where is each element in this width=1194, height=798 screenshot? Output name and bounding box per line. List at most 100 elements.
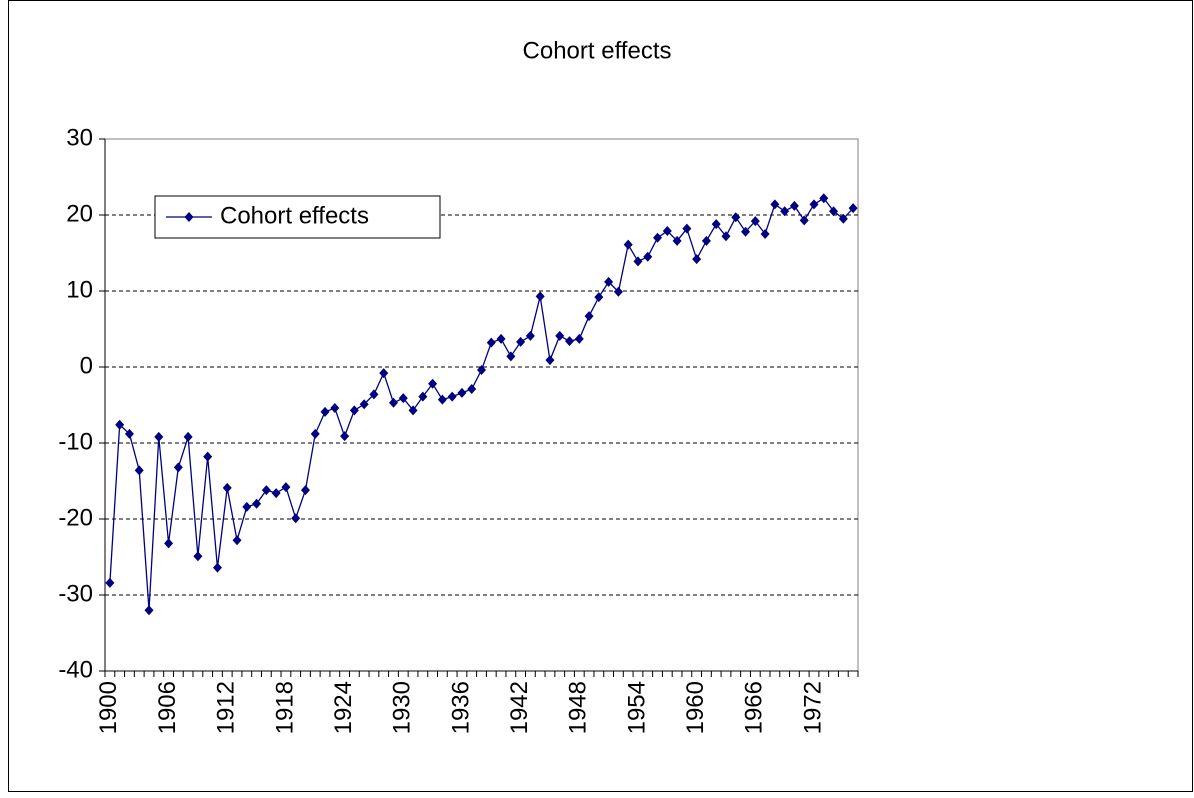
data-point xyxy=(848,203,858,214)
data-point xyxy=(340,431,350,442)
y-tick-label: 0 xyxy=(80,352,93,379)
data-point xyxy=(203,451,213,462)
x-tick-label: 1906 xyxy=(154,681,181,734)
x-tick-label: 1966 xyxy=(741,681,768,734)
data-point xyxy=(643,251,653,262)
data-point xyxy=(173,462,183,473)
data-point xyxy=(349,405,359,416)
data-point xyxy=(829,206,839,217)
y-tick-label: 10 xyxy=(66,276,93,303)
data-point xyxy=(222,482,232,493)
data-point xyxy=(594,292,604,303)
data-point xyxy=(428,378,438,389)
x-tick-label: 1948 xyxy=(565,681,592,734)
data-point xyxy=(232,535,242,546)
y-tick-label: -10 xyxy=(58,428,93,455)
data-point xyxy=(271,488,281,499)
x-tick-label: 1960 xyxy=(682,681,709,734)
data-point xyxy=(291,513,301,524)
data-point xyxy=(770,199,780,210)
data-point xyxy=(760,229,770,239)
data-point xyxy=(183,431,193,442)
data-point xyxy=(193,551,203,562)
data-point xyxy=(242,501,252,512)
data-point xyxy=(555,330,565,341)
data-point xyxy=(300,485,310,496)
data-point xyxy=(692,254,702,265)
data-point xyxy=(731,212,741,223)
legend-label: Cohort effects xyxy=(220,202,369,229)
y-tick-label: -20 xyxy=(58,504,93,531)
data-point xyxy=(604,276,614,287)
data-point xyxy=(486,337,496,348)
y-tick-label: -40 xyxy=(58,656,93,683)
data-point xyxy=(154,431,164,442)
legend: Cohort effects xyxy=(154,195,441,239)
data-point xyxy=(418,391,428,402)
data-point xyxy=(799,215,809,226)
data-point xyxy=(741,226,751,237)
x-tick-label: 1924 xyxy=(330,681,357,734)
data-point xyxy=(701,235,711,246)
data-point xyxy=(398,393,408,404)
data-point xyxy=(457,387,467,398)
data-point xyxy=(388,397,398,408)
data-point xyxy=(359,399,369,410)
data-point xyxy=(545,355,555,366)
x-tick-label: 1972 xyxy=(799,681,826,734)
data-point xyxy=(115,419,125,430)
data-point xyxy=(124,428,134,439)
data-point xyxy=(711,219,721,230)
data-point xyxy=(379,368,389,379)
data-point xyxy=(574,333,584,344)
data-point xyxy=(613,286,623,297)
data-point xyxy=(672,235,682,246)
data-point xyxy=(682,223,692,234)
data-point xyxy=(623,239,633,250)
data-point xyxy=(164,538,174,549)
data-point xyxy=(565,336,575,347)
y-tick-label: -30 xyxy=(58,580,93,607)
legend-marker xyxy=(184,212,194,222)
x-tick-label: 1930 xyxy=(389,681,416,734)
chart-title: Cohort effects xyxy=(523,37,672,64)
data-point xyxy=(320,406,330,417)
data-point xyxy=(477,365,486,376)
data-point xyxy=(789,200,799,211)
data-point xyxy=(408,405,418,416)
data-point xyxy=(496,333,506,344)
data-point xyxy=(310,428,320,439)
y-tick-label: 30 xyxy=(66,124,93,151)
data-point xyxy=(212,562,222,573)
data-point xyxy=(780,206,790,217)
x-tick-label: 1918 xyxy=(271,681,298,734)
x-tick-label: 1936 xyxy=(447,681,474,734)
data-point xyxy=(506,351,516,362)
data-point xyxy=(584,311,594,322)
data-point xyxy=(369,389,379,400)
data-point xyxy=(467,384,477,395)
data-point xyxy=(535,291,545,302)
data-point xyxy=(653,232,663,243)
data-point xyxy=(662,225,672,236)
x-tick-label: 1900 xyxy=(95,681,122,734)
x-tick-label: 1912 xyxy=(213,681,240,734)
data-point xyxy=(819,193,829,204)
y-tick-label: 20 xyxy=(66,200,93,227)
data-point xyxy=(105,577,115,588)
data-point xyxy=(633,256,643,267)
data-point xyxy=(252,498,262,509)
data-point xyxy=(525,330,535,341)
data-point xyxy=(437,394,447,405)
data-point xyxy=(750,216,760,227)
data-point xyxy=(144,605,154,616)
data-point xyxy=(261,485,271,496)
data-point xyxy=(838,213,848,224)
data-point xyxy=(809,199,819,210)
data-point xyxy=(281,482,291,493)
data-point xyxy=(330,403,340,414)
data-point xyxy=(516,336,526,347)
x-tick-label: 1954 xyxy=(623,681,650,734)
data-point xyxy=(721,231,731,242)
